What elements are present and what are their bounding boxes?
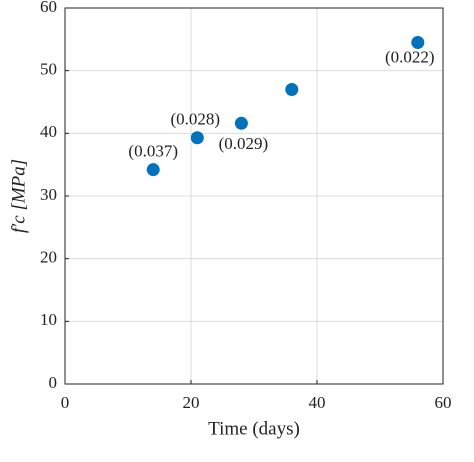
- point-label: (0.037): [128, 142, 178, 161]
- x-tick-label: 60: [435, 393, 452, 412]
- plot-frame: [64, 7, 444, 385]
- point-label: (0.022): [385, 47, 435, 66]
- y-tick-label: 10: [40, 310, 57, 329]
- data-point: [411, 35, 425, 49]
- y-tick-label: 50: [40, 60, 57, 79]
- x-tick-label: 40: [309, 393, 326, 412]
- point-label: (0.029): [219, 134, 269, 153]
- data-point: [234, 116, 248, 130]
- y-tick-label: 60: [40, 0, 57, 16]
- y-tick-label: 30: [40, 185, 57, 204]
- y-tick-label: 40: [40, 122, 57, 141]
- data-point: [190, 131, 204, 145]
- x-tick-label: 20: [183, 393, 200, 412]
- x-tick-label: 0: [61, 393, 70, 412]
- x-axis-label: Time (days): [208, 418, 300, 439]
- data-point: [285, 82, 299, 96]
- y-tick-label: 0: [49, 373, 58, 392]
- data-point: [146, 163, 160, 177]
- y-axis-label: f′c [MPa]: [8, 159, 29, 233]
- y-tick-label: 20: [40, 248, 57, 267]
- point-label: (0.028): [171, 110, 221, 129]
